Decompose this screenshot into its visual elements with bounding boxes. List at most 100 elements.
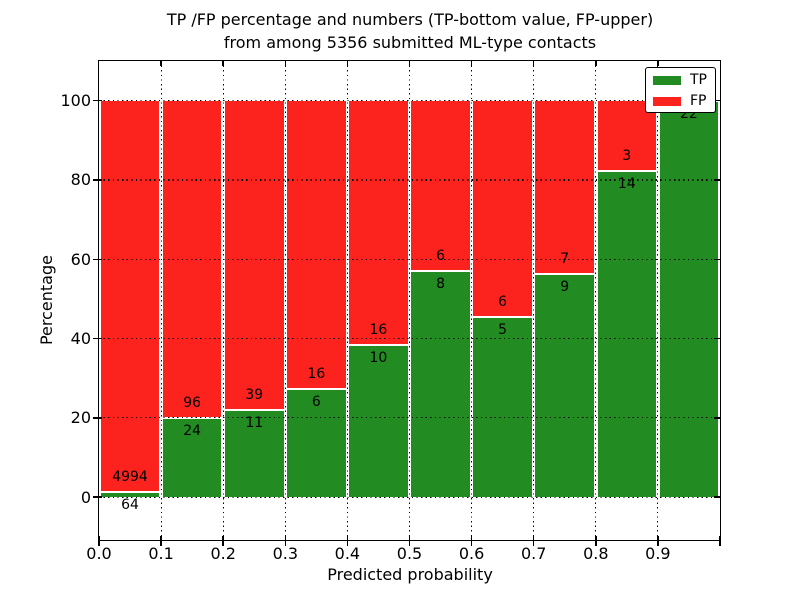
bar-tp-segment [411, 270, 470, 498]
bar-fp-count-label: 16 [307, 366, 326, 383]
bar-tp-segment [535, 274, 595, 498]
bar-fp-segment [473, 100, 532, 317]
x-tick-mark [657, 536, 659, 546]
x-tick-mark-top [408, 61, 411, 66]
x-tick-mark-top [595, 61, 597, 66]
y-tick-mark-right [713, 417, 720, 419]
legend-label-tp: TP [690, 72, 707, 88]
bar-tp-segment [597, 170, 657, 498]
bar-fp-count-label: 7 [560, 251, 570, 268]
x-tick-mark [222, 536, 224, 546]
x-tick-label: 0.6 [458, 544, 485, 563]
legend-item-fp: FP [653, 93, 707, 110]
bar-fp-segment [100, 100, 160, 493]
chart-title-line2: from among 5356 submitted ML-type contac… [223, 33, 597, 52]
legend: TP FP [645, 67, 716, 113]
y-tick-mark [92, 258, 103, 260]
y-tick-mark-right [713, 258, 720, 260]
y-tick-mark [92, 337, 103, 340]
legend-item-tp: TP [653, 72, 707, 89]
bar-fp-segment [349, 100, 408, 345]
x-tick-mark-top [346, 61, 349, 66]
x-tick-mark [284, 536, 287, 546]
x-tick-label: 0.7 [520, 544, 547, 563]
x-tick-mark-top [470, 61, 473, 66]
gridline-horizontal [99, 496, 720, 498]
gridline-vertical [284, 61, 286, 540]
x-axis-label: Predicted probability [327, 565, 493, 584]
bar-fp-count-label: 6 [498, 293, 508, 310]
x-tick-label: 0.9 [645, 544, 671, 563]
x-tick-mark-top [532, 61, 535, 66]
x-tick-label: 0.0 [86, 544, 112, 563]
bar-fp-segment [287, 100, 346, 390]
chart-title: TP /FP percentage and numbers (TP-bottom… [98, 8, 722, 54]
bar-tp-segment [162, 417, 222, 498]
x-tick-mark-top [657, 61, 659, 66]
bar-tp-segment [473, 316, 532, 498]
bar-tp-segment [349, 344, 408, 498]
y-tick-label: 100 [60, 91, 91, 111]
gridline-vertical [408, 61, 411, 540]
bar-fp-segment [535, 100, 595, 275]
x-tick-mark [532, 536, 535, 546]
x-tick-mark [346, 536, 349, 546]
bar-tp-count-label: 14 [617, 175, 636, 192]
x-tick-mark [408, 536, 411, 546]
bar-tp-segment [287, 389, 346, 498]
bar-tp-count-label: 64 [121, 497, 139, 514]
bar-fp-count-label: 39 [245, 386, 264, 403]
x-tick-mark-top [284, 61, 287, 66]
gridline-horizontal [99, 100, 720, 102]
gridline-vertical [346, 61, 348, 540]
bar-fp-segment [224, 100, 284, 410]
plot-area: 4994 64 96 24 39 11 16 6 16 10 6 8 6 5 7 9 3 14 22 0.0 0.1 0.… [60, 60, 721, 563]
bar-fp-count-label: 6 [436, 247, 445, 264]
bar-fp-count-label: 4994 [112, 469, 148, 486]
bar-tp-segment [224, 409, 284, 498]
gridline-horizontal [99, 179, 720, 181]
x-tick-label: 0.4 [334, 544, 361, 563]
y-tick-label: 60 [70, 249, 91, 269]
bar-tp-count-label: 11 [245, 414, 264, 431]
bar-tp-count-label: 24 [183, 422, 202, 439]
bar-tp-segment [100, 492, 160, 498]
bar-tp-count-label: 5 [498, 321, 508, 338]
gridline-horizontal [99, 337, 720, 340]
y-tick-mark [92, 179, 103, 181]
x-tick-label: 0.1 [148, 544, 174, 563]
gridline-horizontal [99, 258, 720, 260]
fp-swatch-icon [653, 97, 681, 106]
gridline-horizontal [99, 417, 720, 419]
bar-fp-count-label: 3 [622, 147, 632, 164]
gridline-vertical [471, 61, 473, 540]
y-tick-label: 80 [70, 170, 91, 190]
x-tick-label: 0.2 [210, 544, 236, 563]
y-tick-label: 20 [70, 408, 91, 428]
bar-tp-count-label: 9 [560, 279, 570, 296]
x-tick-mark [595, 536, 597, 546]
y-tick-label: 40 [70, 329, 91, 349]
gridline-vertical [533, 61, 535, 540]
x-tick-mark [160, 536, 162, 546]
x-tick-label: 0.5 [396, 544, 423, 563]
bar-fp-count-label: 96 [183, 394, 202, 411]
chart-title-line1: TP /FP percentage and numbers (TP-bottom… [166, 10, 654, 29]
bar-fp-segment [411, 100, 470, 271]
y-tick-mark-right [713, 99, 720, 102]
bar-tp-count-label: 10 [369, 349, 388, 366]
gridline-vertical [222, 61, 224, 540]
gridline-vertical [595, 61, 597, 540]
y-tick-mark-right [713, 496, 720, 498]
bar-tp-count-label: 6 [311, 394, 321, 411]
x-tick-label: 0.3 [272, 544, 299, 563]
gridline-vertical [160, 61, 162, 540]
x-tick-mark [719, 536, 721, 546]
legend-label-fp: FP [690, 93, 707, 109]
bar-tp-count-label: 8 [436, 275, 445, 292]
y-tick-mark-right [713, 179, 720, 181]
y-tick-mark-right [713, 337, 720, 340]
y-axis-label: Percentage [37, 255, 56, 346]
x-tick-label: 0.8 [583, 544, 609, 563]
